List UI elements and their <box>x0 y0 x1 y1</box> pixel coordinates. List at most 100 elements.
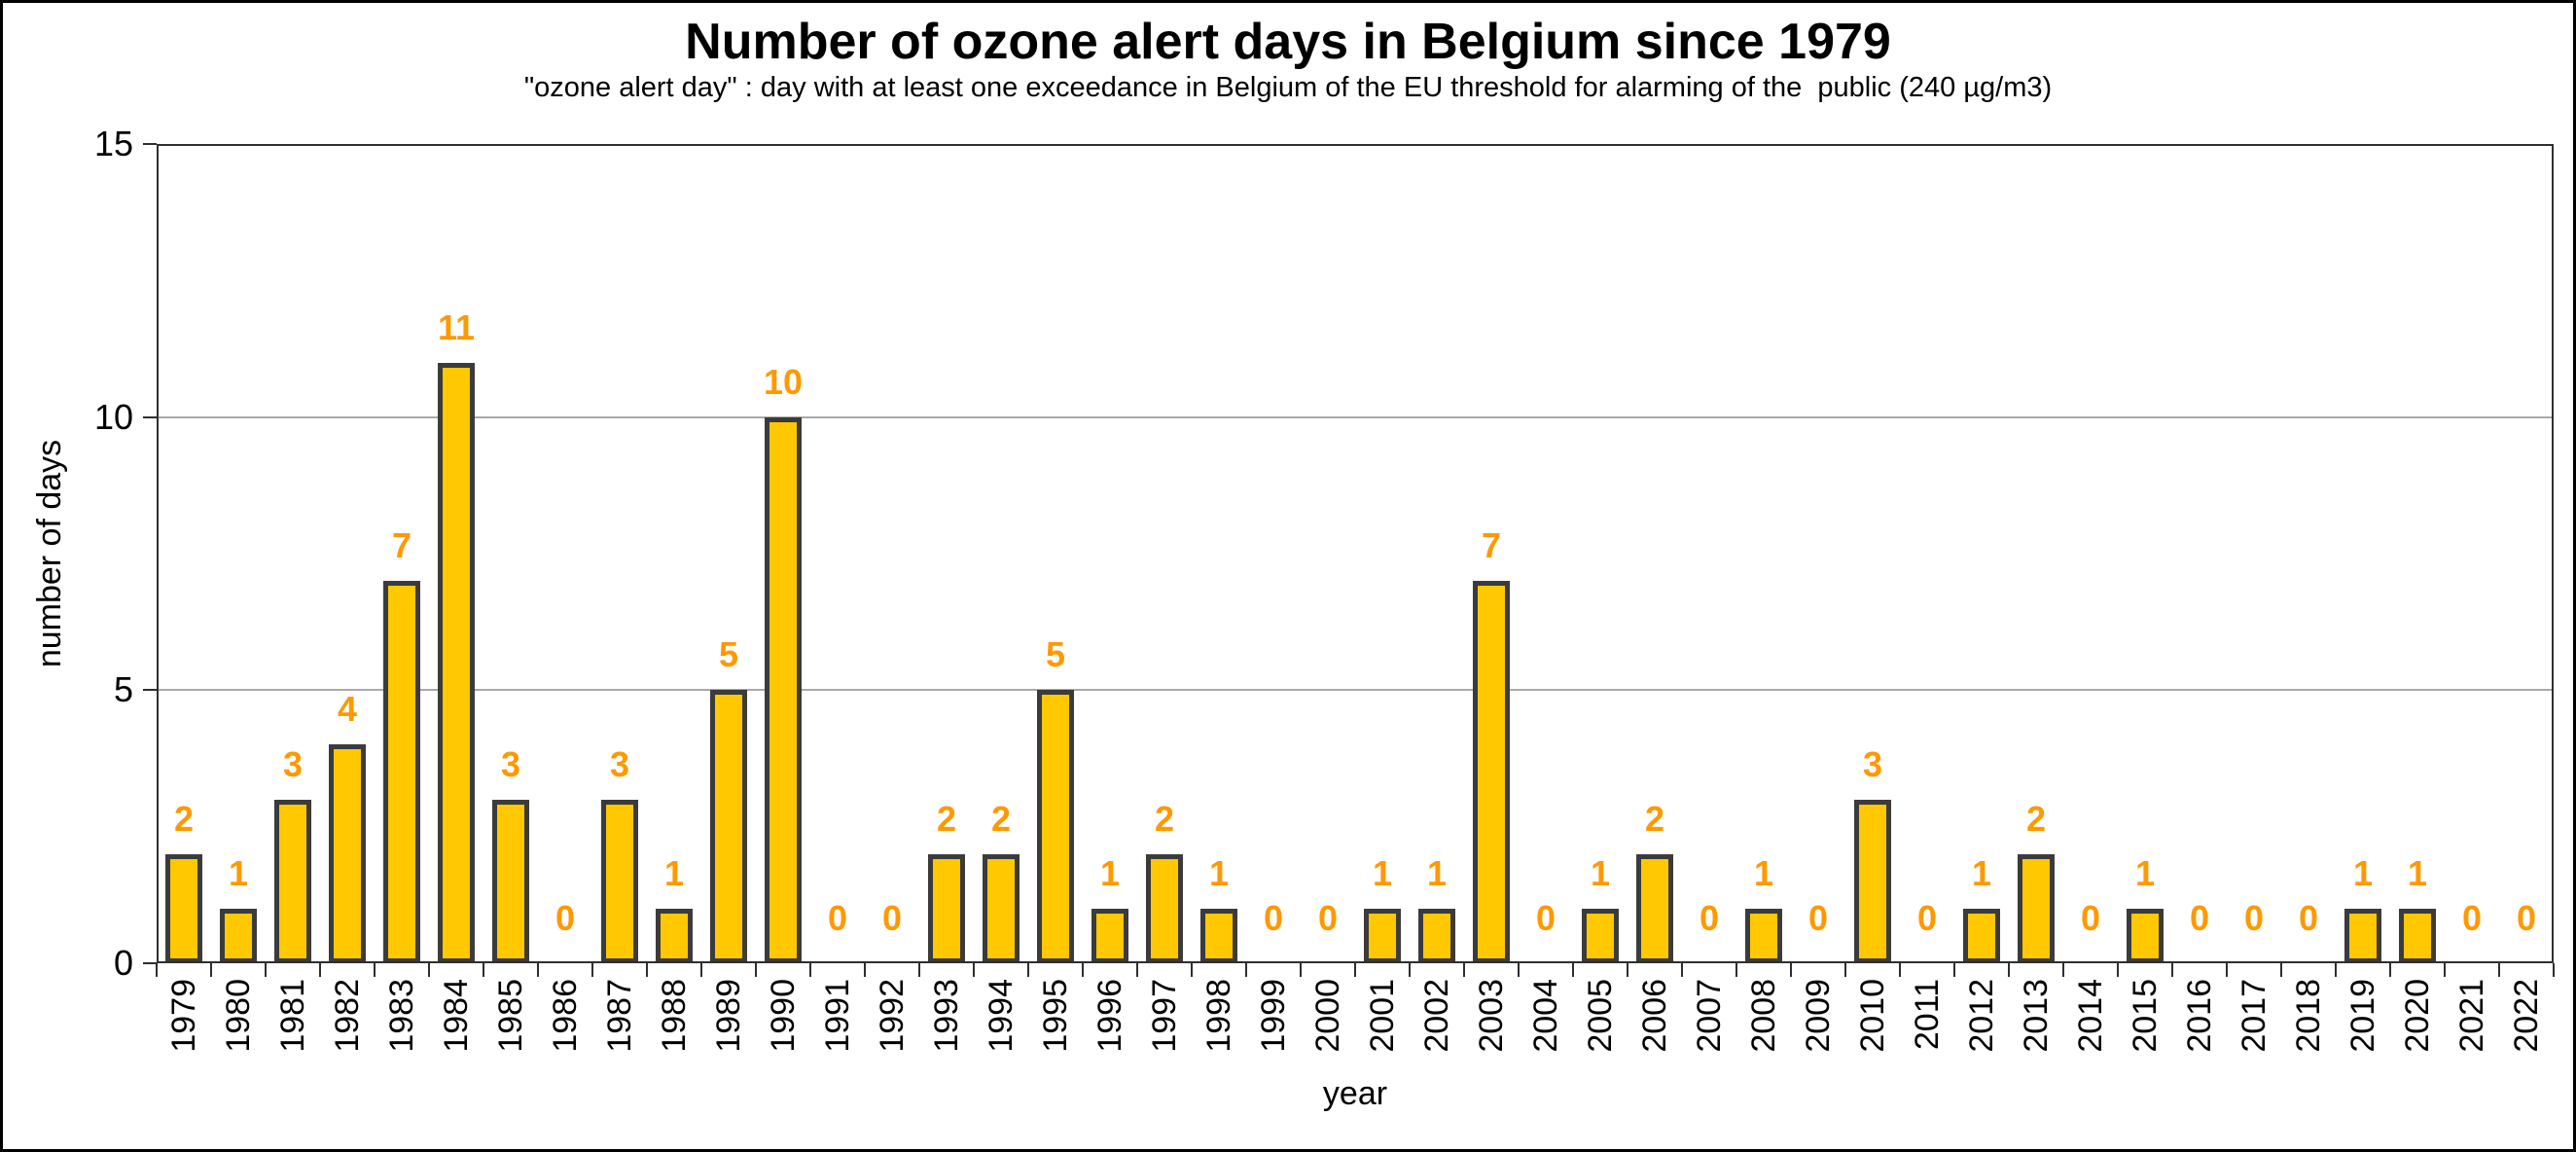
chart-title: Number of ozone alert days in Belgium si… <box>685 14 1891 70</box>
bar-value-label: 0 <box>1535 898 1556 938</box>
x-tick-label: 1989 <box>710 979 747 1053</box>
x-tick-mark <box>1790 963 1792 977</box>
x-tick-label: 1992 <box>874 979 911 1053</box>
x-tick-label: 1999 <box>1255 979 1292 1053</box>
bar-value-label: 0 <box>2080 898 2101 938</box>
bar <box>928 853 965 963</box>
bar-value-label: 1 <box>1971 852 1992 893</box>
x-tick-mark <box>483 963 484 977</box>
bar <box>165 853 202 963</box>
x-tick-label: 2018 <box>2290 979 2327 1053</box>
bar-value-label: 1 <box>1372 852 1393 893</box>
x-tick-label: 1982 <box>329 979 366 1053</box>
x-tick-mark <box>2444 963 2446 977</box>
x-tick-label: 2011 <box>1909 979 1946 1051</box>
bar <box>1636 853 1673 963</box>
bar-value-label: 2 <box>990 798 1012 839</box>
bar <box>2399 908 2436 963</box>
bar-value-label: 3 <box>282 743 304 784</box>
bar-value-label: 0 <box>2243 898 2265 938</box>
bar-value-label: 1 <box>663 852 685 893</box>
x-tick-mark <box>2117 963 2119 977</box>
bar-value-label: 0 <box>1807 898 1829 938</box>
bar <box>383 581 420 963</box>
x-tick-mark <box>1899 963 1901 977</box>
bar <box>1091 908 1128 963</box>
bar <box>1037 690 1074 963</box>
y-tick-mark <box>143 962 157 964</box>
x-tick-mark <box>319 963 321 977</box>
bar-value-label: 1 <box>228 852 249 893</box>
x-axis-title: year <box>1322 1075 1388 1112</box>
x-tick-label: 2005 <box>1582 979 1619 1053</box>
x-tick-label: 2020 <box>2399 979 2436 1053</box>
bar <box>2018 853 2055 963</box>
bar <box>710 690 747 963</box>
x-tick-label: 1994 <box>983 979 1020 1053</box>
bar-value-label: 0 <box>1916 898 1938 938</box>
bar-value-label: 3 <box>1862 743 1883 784</box>
y-tick-label: 0 <box>113 943 133 983</box>
x-tick-mark <box>1572 963 1574 977</box>
x-tick-mark <box>2226 963 2228 977</box>
x-tick-mark <box>1245 963 1247 977</box>
x-tick-mark <box>156 963 158 977</box>
bar <box>1364 908 1401 963</box>
x-tick-mark <box>537 963 539 977</box>
bar-value-label: 0 <box>555 898 576 938</box>
x-tick-label: 2015 <box>2127 979 2164 1053</box>
bar <box>2344 908 2381 963</box>
bar <box>1418 908 1455 963</box>
x-tick-mark <box>428 963 430 977</box>
x-tick-mark <box>2498 963 2500 977</box>
chart-subtitle: "ozone alert day" : day with at least on… <box>523 72 2053 103</box>
x-tick-label: 2019 <box>2344 979 2381 1053</box>
gridline <box>157 415 2554 418</box>
bar <box>329 744 366 963</box>
x-tick-mark <box>2335 963 2337 977</box>
bar-value-label: 2 <box>2025 798 2047 839</box>
x-tick-label: 2021 <box>2453 979 2490 1053</box>
bar-value-label: 2 <box>173 798 195 839</box>
x-tick-mark <box>646 963 648 977</box>
x-tick-label: 1995 <box>1037 979 1074 1053</box>
bar <box>601 799 638 963</box>
x-tick-mark <box>1463 963 1465 977</box>
x-tick-mark <box>210 963 212 977</box>
bar <box>220 908 257 963</box>
bar-value-label: 1 <box>2352 852 2374 893</box>
x-tick-mark <box>2171 963 2173 977</box>
x-tick-label: 1996 <box>1091 979 1128 1053</box>
bar <box>492 799 529 963</box>
gridline <box>157 689 2554 692</box>
bar <box>1854 799 1891 963</box>
bar <box>1473 581 1510 963</box>
bar-value-label: 0 <box>881 898 903 938</box>
bar-value-label: 1 <box>1208 852 1230 893</box>
x-tick-label: 1980 <box>220 979 257 1053</box>
x-tick-mark <box>591 963 593 977</box>
x-tick-label: 1979 <box>165 979 202 1053</box>
y-tick-mark <box>143 415 157 418</box>
x-tick-label: 1981 <box>274 979 311 1053</box>
bar-value-label: 0 <box>1317 898 1339 938</box>
x-tick-mark <box>809 963 811 977</box>
y-tick-mark <box>143 689 157 692</box>
bar <box>1963 908 2000 963</box>
x-tick-label: 2010 <box>1854 979 1891 1053</box>
x-tick-mark <box>1681 963 1683 977</box>
x-tick-mark <box>918 963 920 977</box>
bar <box>765 416 802 963</box>
x-tick-mark <box>1518 963 1520 977</box>
x-tick-mark <box>1735 963 1737 977</box>
x-tick-mark <box>1627 963 1628 977</box>
x-tick-label: 2001 <box>1364 979 1401 1053</box>
x-tick-label: 1986 <box>547 979 584 1053</box>
bar <box>274 799 311 963</box>
bar <box>656 908 693 963</box>
plot-area: 0 5 10 15 2 1979 1 1980 3 1981 4 1982 7 1983 11 1984 3 19… <box>94 126 2555 1053</box>
x-tick-label: 2016 <box>2181 979 2218 1053</box>
x-tick-label: 2022 <box>2508 979 2545 1053</box>
x-tick-label: 2002 <box>1418 979 1455 1053</box>
bar-value-label: 0 <box>2298 898 2319 938</box>
